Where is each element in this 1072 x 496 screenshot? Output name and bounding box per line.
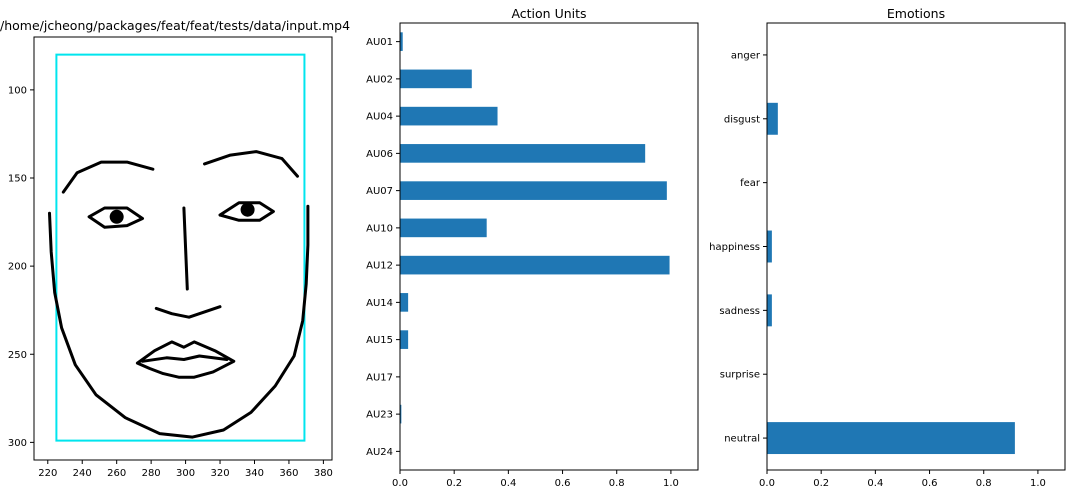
x-tick-label: 340: [245, 468, 264, 479]
bar-au15: [400, 330, 409, 349]
category-label: AU02: [366, 74, 393, 85]
category-label: AU10: [366, 223, 393, 234]
bar-disgust: [767, 102, 778, 135]
x-tick-label: 220: [38, 468, 57, 479]
bar-au06: [400, 144, 646, 163]
face-bounding-box: [55, 53, 306, 442]
category-label: fear: [740, 178, 761, 189]
category-label: disgust: [724, 114, 760, 125]
action-units-title: Action Units: [511, 6, 586, 21]
bar-happiness: [767, 230, 772, 263]
y-tick-label: 250: [8, 350, 27, 361]
category-label: happiness: [709, 242, 760, 253]
x-tick-label: 0.4: [500, 478, 516, 489]
landmark-inner-lip: [141, 354, 229, 363]
x-tick-label: 1.0: [663, 478, 679, 489]
action-units-panel: Action Units AU01 AU02 AU04 AU06 AU07 AU10 AU1…: [366, 6, 699, 489]
x-tick-label: 0.6: [555, 478, 571, 489]
x-tick-label: 280: [142, 468, 161, 479]
landmark-left-brow: [61, 160, 155, 194]
emotions-title: Emotions: [887, 6, 945, 21]
action-units-frame: [399, 22, 699, 471]
face-plot-title: /home/jcheong/packages/feat/feat/tests/d…: [0, 18, 350, 33]
category-label: AU01: [366, 37, 393, 48]
x-tick-label: 1.0: [1030, 478, 1046, 489]
category-label: AU06: [366, 149, 393, 160]
face-plot-frame: [33, 36, 333, 461]
x-tick-label: 360: [279, 468, 298, 479]
x-tick-label: 0.0: [759, 478, 775, 489]
bar-neutral: [767, 422, 1015, 455]
x-tick-label: 260: [107, 468, 126, 479]
landmark-right-eye: [218, 201, 275, 222]
category-label: AU12: [366, 261, 393, 272]
category-label: surprise: [720, 370, 760, 381]
y-tick-label: 300: [8, 438, 27, 449]
bar-sadness: [767, 294, 772, 327]
x-tick-label: 240: [73, 468, 92, 479]
landmark-outer-lip: [135, 340, 236, 379]
landmark-left-eye: [87, 206, 144, 229]
category-label: AU17: [366, 372, 393, 383]
bar-au23: [400, 404, 402, 424]
y-tick-label: 150: [8, 174, 27, 185]
x-tick-label: 300: [176, 468, 195, 479]
bar-au10: [400, 218, 487, 238]
right-eye-pupil: [240, 202, 255, 217]
x-tick-label: 320: [210, 468, 229, 479]
bar-au04: [400, 106, 498, 126]
bar-au02: [400, 69, 472, 89]
category-label: AU07: [366, 186, 393, 197]
bar-au07: [400, 181, 667, 200]
face-plot-panel: /home/jcheong/packages/feat/feat/tests/d…: [0, 18, 350, 479]
x-tick-label: 0.8: [976, 478, 992, 489]
y-tick-label: 200: [8, 262, 27, 273]
category-label: neutral: [724, 434, 760, 445]
x-tick-label: 0.2: [813, 478, 829, 489]
x-tick-label: 0.4: [867, 478, 883, 489]
category-label: AU23: [366, 410, 393, 421]
bar-au12: [400, 255, 670, 275]
bar-au14: [400, 293, 409, 312]
category-label: AU04: [366, 112, 393, 123]
x-tick-label: 0.2: [446, 478, 462, 489]
bar-au01: [400, 32, 403, 51]
x-tick-label: 0.8: [609, 478, 625, 489]
x-tick-label: 0.0: [392, 478, 408, 489]
y-tick-label: 100: [8, 85, 27, 96]
x-tick-label: 0.6: [922, 478, 938, 489]
category-label: AU14: [366, 298, 393, 309]
emotions-frame: [766, 22, 1066, 471]
category-label: sadness: [719, 306, 760, 317]
category-label: AU15: [366, 335, 393, 346]
landmark-nose-base: [154, 305, 222, 319]
landmark-nose: [182, 206, 189, 291]
landmark-jaw: [48, 204, 310, 439]
category-label: AU24: [366, 447, 393, 458]
emotions-panel: Emotions anger disgust fear happiness sadnes…: [709, 6, 1066, 489]
left-eye-pupil: [109, 209, 124, 224]
landmark-right-brow: [203, 150, 299, 178]
x-tick-label: 380: [314, 468, 333, 479]
category-label: anger: [731, 50, 761, 61]
